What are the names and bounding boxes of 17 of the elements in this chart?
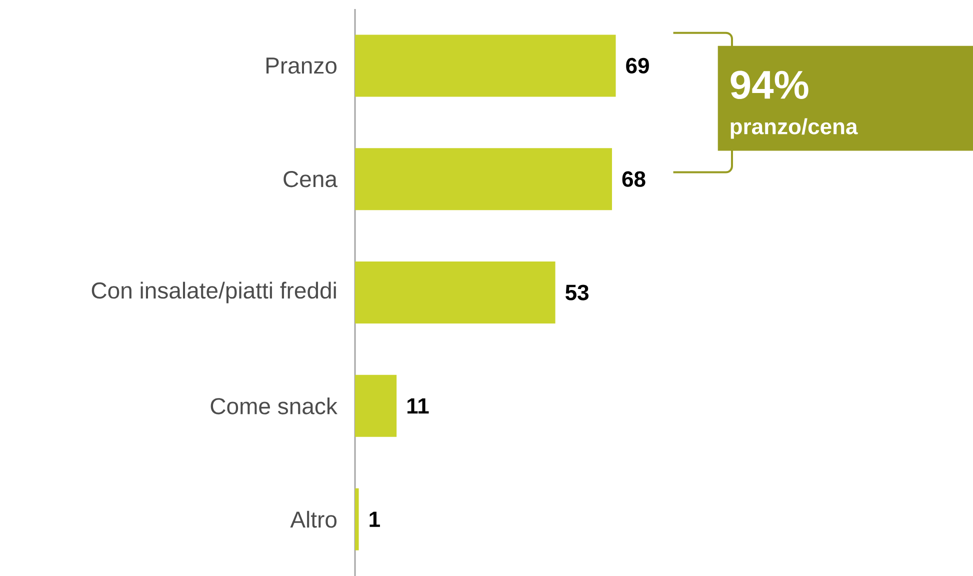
y-tick-label: Con insalate/piatti freddi <box>92 282 336 304</box>
data-label: 53 <box>566 284 589 300</box>
bar <box>355 488 359 550</box>
y-tick-label: Pranzo <box>266 58 336 74</box>
data-label: 69 <box>626 58 649 74</box>
text: pranzo/cena <box>730 118 858 139</box>
bar <box>355 148 612 210</box>
y-tick-label: Cena <box>284 170 338 188</box>
bar <box>355 374 397 437</box>
text: 94% <box>730 70 808 100</box>
y-tick-label: Altro <box>290 510 337 528</box>
data-label: 11 <box>407 398 429 414</box>
data-label: 1 <box>370 512 380 527</box>
bar <box>355 34 616 97</box>
bar <box>355 262 556 324</box>
data-label: 68 <box>622 171 646 187</box>
y-tick-label: Come snack <box>210 397 338 414</box>
